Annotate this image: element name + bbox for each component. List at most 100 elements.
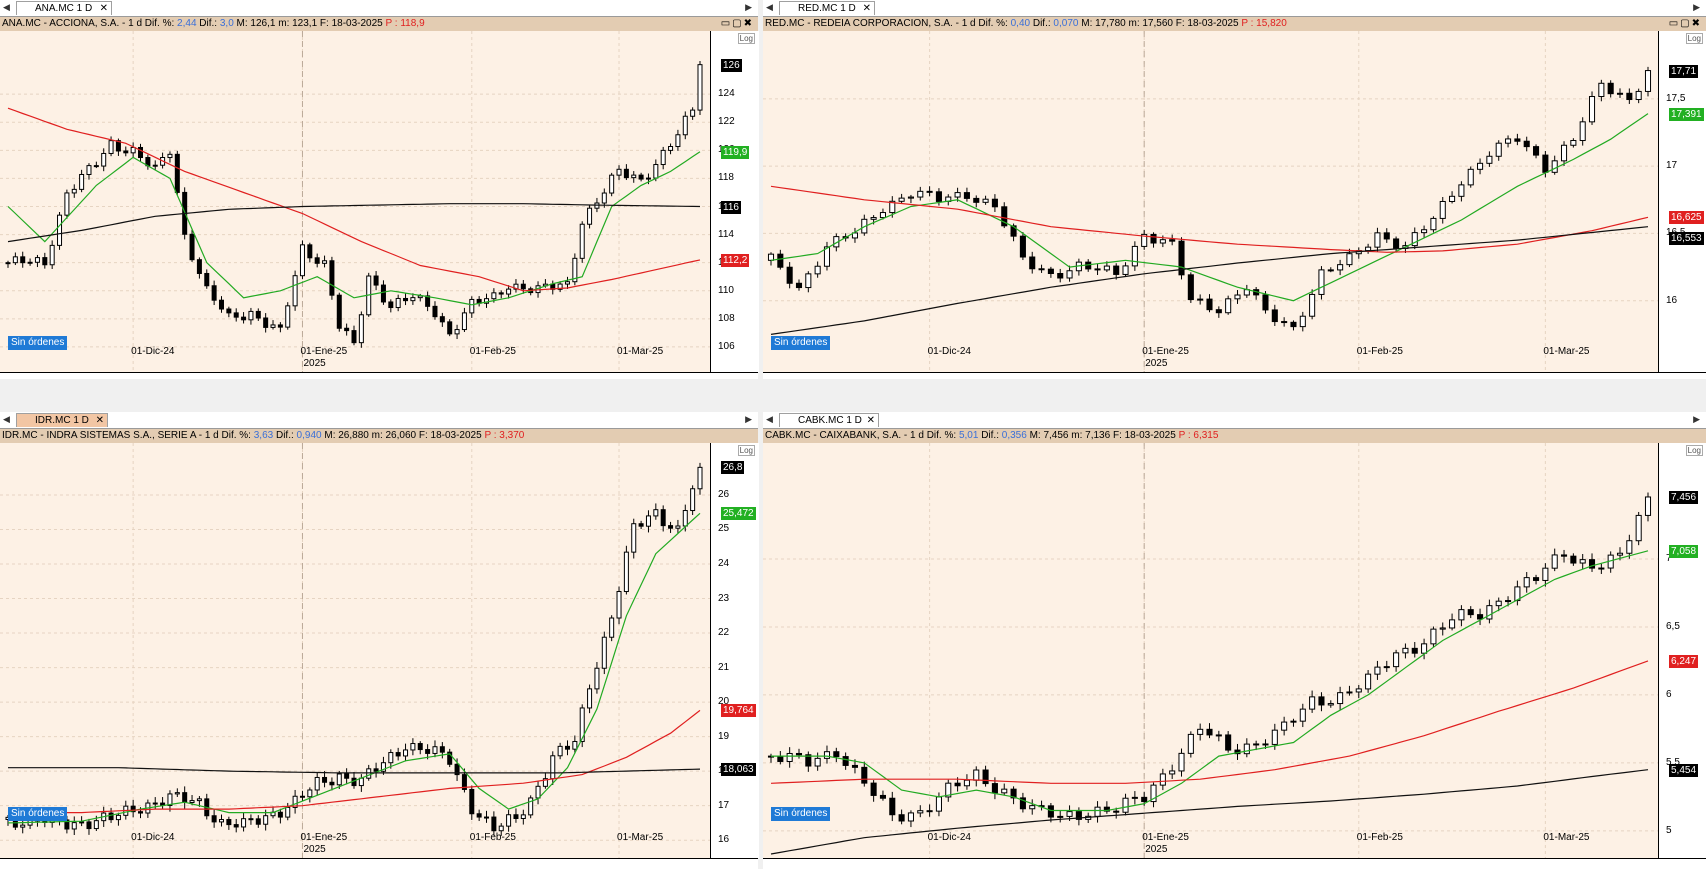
moving-average-line: [770, 769, 1649, 855]
y-tick-label: 17: [718, 799, 730, 811]
candle-body: [1458, 609, 1465, 621]
candle-body: [1495, 600, 1502, 607]
tab-bar: ◀ RED.MC 1 D ✕ ▶: [763, 0, 1706, 17]
plot-area[interactable]: [763, 31, 1658, 372]
candle-body: [1616, 552, 1624, 556]
moving-average-line: [8, 767, 701, 774]
candle-body: [241, 316, 247, 321]
candle-body: [403, 297, 409, 302]
candle-body: [344, 773, 350, 779]
close-icon[interactable]: ✕: [99, 3, 108, 14]
close-icon[interactable]: ✕: [95, 415, 104, 426]
candle-body: [1281, 721, 1288, 731]
candle-body: [1505, 138, 1512, 144]
candle-body: [1365, 246, 1372, 252]
scroll-right-icon[interactable]: ▶: [1693, 414, 1700, 424]
log-button[interactable]: Log: [737, 33, 755, 44]
candle-body: [1122, 265, 1129, 275]
candle-body: [1542, 567, 1549, 581]
candle-body: [1029, 805, 1036, 810]
candle-body: [579, 707, 585, 743]
log-button[interactable]: Log: [737, 445, 755, 456]
candle-body: [587, 688, 593, 709]
candle-body: [1551, 160, 1558, 173]
candle-body: [255, 818, 261, 825]
candle-body: [1430, 217, 1437, 231]
candle-body: [64, 192, 70, 216]
candle-body: [660, 149, 666, 166]
header-p: P : 118,9: [385, 18, 425, 29]
candle-body: [1486, 605, 1493, 620]
tab-ana[interactable]: ANA.MC 1 D ✕: [16, 1, 112, 15]
candle-body: [520, 283, 526, 290]
candle-body: [645, 177, 651, 180]
candle-body: [1644, 70, 1652, 92]
candle-body: [690, 109, 696, 117]
close-icon[interactable]: ✕: [866, 415, 875, 426]
y-tick-label: 5: [1666, 824, 1672, 836]
candle-body: [395, 752, 401, 757]
y-tick-label: 19: [718, 730, 730, 742]
header-dif-label: Dif.:: [275, 430, 294, 441]
candle-body: [1150, 784, 1157, 803]
candle-body: [1215, 309, 1222, 314]
candle-body: [1402, 647, 1409, 654]
header-prefix: RED.MC - REDEIA CORPORACION, S.A. - 1 d …: [765, 18, 1008, 29]
scroll-left-icon[interactable]: ◀: [3, 414, 10, 424]
plot-area[interactable]: [0, 443, 710, 858]
candle-body: [498, 292, 504, 295]
candle-body: [682, 510, 688, 527]
y-tick-label: 23: [718, 592, 730, 604]
tab-red[interactable]: RED.MC 1 D ✕: [779, 1, 875, 15]
log-button[interactable]: Log: [1685, 445, 1703, 456]
candle-body: [870, 782, 877, 796]
plot-area[interactable]: [0, 31, 710, 372]
plot-area[interactable]: [763, 443, 1658, 858]
x-tick-label: 01-Dic-24: [131, 832, 175, 843]
scroll-left-icon[interactable]: ◀: [3, 2, 10, 12]
candle-body: [1113, 265, 1120, 275]
candle-body: [57, 214, 63, 246]
scroll-left-icon[interactable]: ◀: [766, 414, 773, 424]
window-buttons[interactable]: ▭▢✖: [1668, 18, 1702, 29]
y-tick-label: 6,5: [1666, 620, 1680, 632]
candle-body: [1355, 688, 1362, 693]
tab-cabk[interactable]: CABK.MC 1 D ✕: [779, 413, 879, 427]
candle-body: [1225, 298, 1232, 314]
candle-body: [344, 327, 350, 332]
candle-body: [461, 774, 467, 790]
x-tick-label: 01-Feb-25: [1356, 832, 1403, 843]
candle-body: [1253, 743, 1260, 746]
candle-body: [991, 198, 998, 208]
candle-body: [638, 174, 644, 180]
scroll-left-icon[interactable]: ◀: [766, 2, 773, 12]
log-button[interactable]: Log: [1685, 33, 1703, 44]
candle-body: [211, 285, 217, 301]
x-tick-label: 01-Feb-25: [469, 346, 516, 357]
candle-body: [1495, 142, 1502, 157]
candle-body: [1477, 162, 1484, 170]
candle-body: [1141, 233, 1148, 247]
candle-body: [1626, 540, 1633, 554]
candle-body: [1225, 734, 1232, 751]
candle-body: [1206, 728, 1213, 736]
scroll-right-icon[interactable]: ▶: [1693, 2, 1700, 12]
header-mid: M: 26,880 m: 26,060 F: 18-03-2025: [324, 430, 482, 441]
x-axis: [763, 858, 1706, 869]
candle-body: [1551, 554, 1558, 569]
candle-body: [484, 816, 490, 819]
scroll-right-icon[interactable]: ▶: [745, 414, 752, 424]
candle-body: [439, 316, 445, 323]
header-mid: M: 126,1 m: 123,1 F: 18-03-2025: [236, 18, 383, 29]
chart-svg: [0, 443, 710, 858]
candle-body: [174, 153, 180, 193]
candle-body: [982, 769, 989, 785]
close-icon[interactable]: ✕: [862, 3, 871, 14]
window-buttons[interactable]: ▭▢✖: [720, 18, 754, 29]
candle-body: [1477, 614, 1484, 620]
candle-body: [1159, 773, 1166, 786]
candle-body: [1178, 752, 1185, 772]
tab-idr[interactable]: IDR.MC 1 D ✕: [16, 413, 108, 427]
scroll-right-icon[interactable]: ▶: [745, 2, 752, 12]
candle-body: [1094, 268, 1101, 271]
